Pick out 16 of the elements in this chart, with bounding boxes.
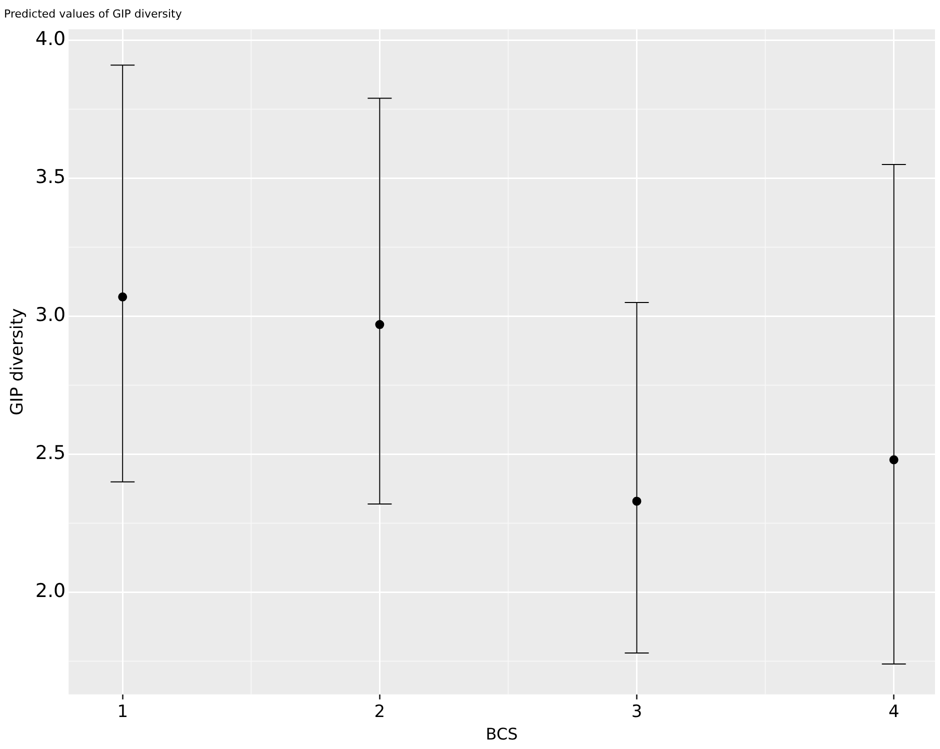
y-tick-label: 2.0 <box>35 580 66 602</box>
point <box>375 320 384 330</box>
point <box>889 455 898 464</box>
x-tick-label: 3 <box>631 702 642 722</box>
y-tick-label: 2.5 <box>35 442 66 464</box>
point <box>118 292 128 302</box>
y-tick-label: 3.5 <box>35 166 66 188</box>
x-tick-label: 4 <box>888 702 900 722</box>
x-tick-label: 2 <box>374 702 386 722</box>
x-axis-title: BCS <box>486 724 518 744</box>
chart-title: Predicted values of GIP diversity <box>4 7 182 20</box>
point <box>632 496 642 506</box>
y-tick-label: 4.0 <box>35 28 66 50</box>
y-axis-title: GIP diversity <box>8 308 28 416</box>
y-tick-label: 3.0 <box>35 304 66 326</box>
x-tick-label: 1 <box>117 702 128 722</box>
